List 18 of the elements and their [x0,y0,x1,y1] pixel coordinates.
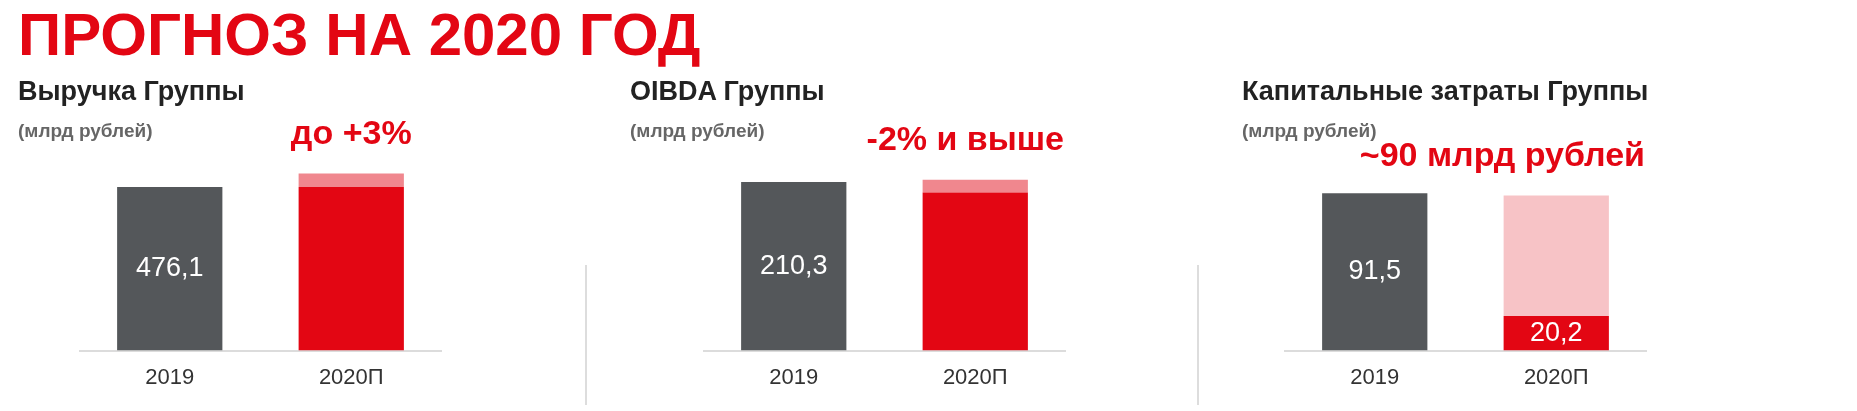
annotation: -2% и выше [866,119,1065,158]
data-label: 210,3 [759,249,828,280]
x-tick-label: 2019 [145,363,195,389]
y-axis-title: (млрд рублей) [630,120,765,142]
x-tick-label: 2019 [1350,363,1400,389]
chart-title: Выручка Группы [18,76,245,107]
x-tick-label: 2020П [318,363,384,389]
x-tick-label: 2019 [769,363,819,389]
y-axis-title: (млрд рублей) [18,120,153,142]
data-label: 20,2 [1529,316,1583,347]
annotation: до +3% [290,112,412,151]
data-label: 91,5 [1348,255,1402,286]
text: ПРОГНОЗ НА 2020 ГОД [18,0,701,69]
chart-title: Капитальные затраты Группы [1242,76,1649,107]
chart-title: OIBDA Группы [630,76,825,107]
data-label: 476,1 [135,252,204,283]
x-tick-label: 2020П [1523,363,1589,389]
x-tick-label: 2020П [942,363,1008,389]
